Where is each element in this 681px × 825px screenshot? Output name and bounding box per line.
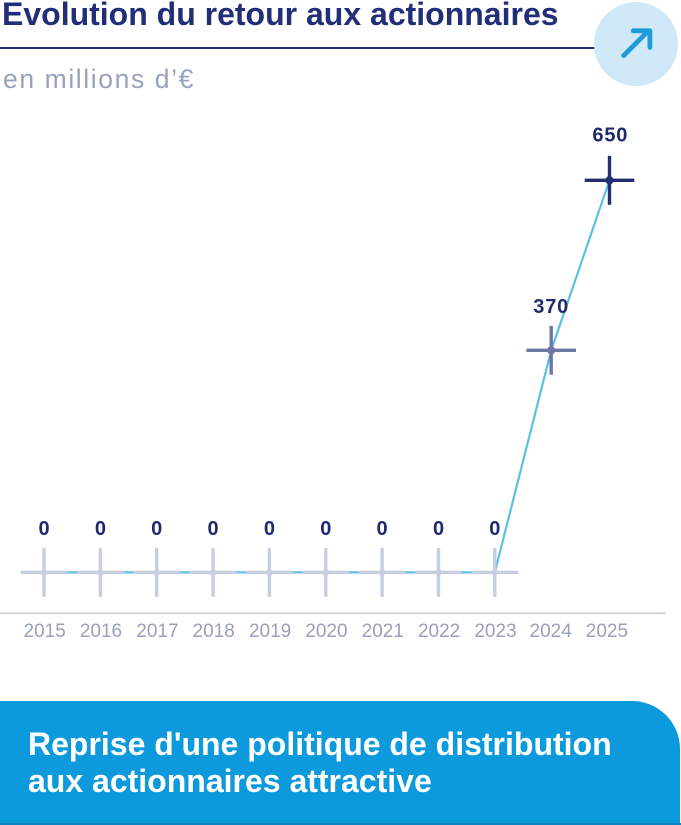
svg-text:2020: 2020	[305, 621, 347, 642]
svg-text:0: 0	[377, 518, 388, 540]
svg-text:2019: 2019	[249, 621, 291, 642]
svg-text:2024: 2024	[530, 621, 573, 642]
svg-text:0: 0	[489, 518, 500, 540]
svg-text:0: 0	[208, 518, 219, 540]
svg-text:2016: 2016	[80, 621, 122, 642]
svg-text:2017: 2017	[136, 621, 178, 642]
svg-text:0: 0	[95, 518, 106, 540]
svg-text:0: 0	[320, 518, 331, 540]
svg-text:0: 0	[264, 518, 275, 540]
svg-text:2023: 2023	[474, 621, 516, 642]
svg-text:650: 650	[592, 125, 628, 147]
svg-text:2021: 2021	[362, 621, 404, 642]
svg-text:370: 370	[533, 296, 569, 318]
svg-text:0: 0	[38, 518, 49, 540]
svg-text:0: 0	[433, 518, 444, 540]
svg-text:2018: 2018	[193, 621, 235, 642]
svg-text:2015: 2015	[24, 621, 66, 642]
svg-text:2025: 2025	[586, 621, 628, 642]
svg-text:0: 0	[151, 518, 162, 540]
svg-text:2022: 2022	[418, 621, 460, 642]
